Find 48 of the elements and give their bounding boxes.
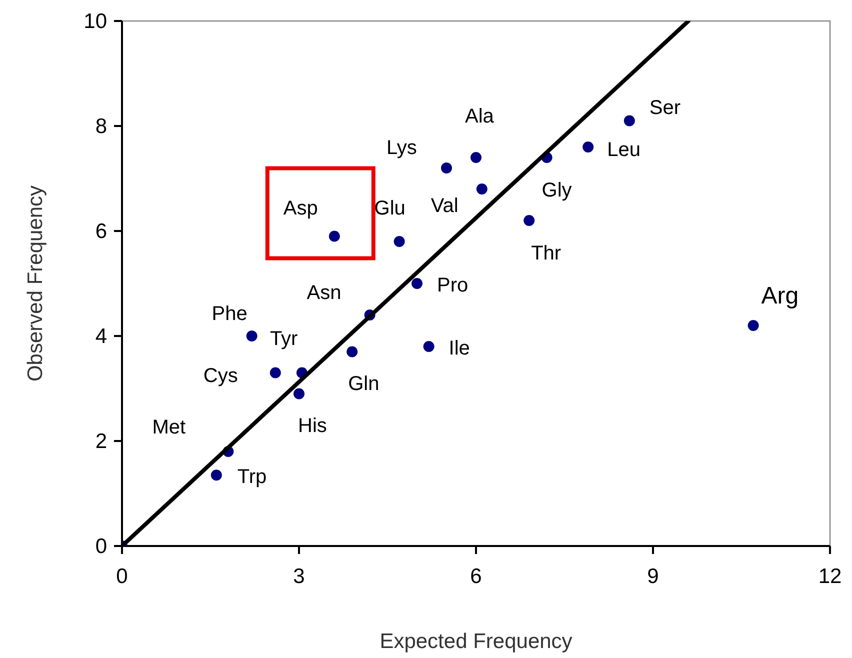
point <box>423 341 434 352</box>
annotation: Asp <box>283 197 318 220</box>
x-tick-label: 3 <box>293 565 305 588</box>
point <box>470 152 482 163</box>
annotation: Pro <box>437 274 468 296</box>
x-tick-label: 9 <box>647 565 659 588</box>
point <box>412 278 422 289</box>
point <box>441 162 452 174</box>
annotation: Cys <box>203 364 238 387</box>
x-tick-label: 0 <box>116 565 128 588</box>
annotation: His <box>298 414 327 437</box>
annotation: Ile <box>448 338 470 360</box>
point <box>394 236 405 247</box>
y-tick-label: 10 <box>84 10 107 33</box>
annotation: Leu <box>607 139 640 161</box>
point <box>270 367 281 378</box>
annotation: Lys <box>386 137 417 159</box>
y-tick-label: 0 <box>95 535 107 558</box>
x-tick-label: 6 <box>470 565 482 588</box>
point <box>246 330 258 342</box>
x-tick-label: 12 <box>818 565 842 588</box>
point <box>748 320 759 331</box>
point <box>346 346 358 358</box>
point <box>624 115 635 126</box>
annotation: Trp <box>237 466 267 488</box>
x-axis-title: Expected Frequency <box>380 630 573 653</box>
point <box>582 142 594 152</box>
point <box>476 184 488 194</box>
y-tick-label: 4 <box>95 325 108 348</box>
annotation: Gly <box>542 180 572 202</box>
y-tick-label: 6 <box>95 220 107 243</box>
annotation: Arg <box>761 282 799 310</box>
y-axis-title: Observed Frequency <box>24 184 47 382</box>
annotation: Asn <box>306 282 342 304</box>
annotation: Ser <box>649 96 681 119</box>
point <box>328 230 340 242</box>
annotation: Tyr <box>270 328 298 350</box>
annotation: Val <box>430 195 458 217</box>
annotation: Gln <box>348 372 380 395</box>
annotation: Phe <box>212 303 248 325</box>
point <box>210 470 222 481</box>
annotation: Ala <box>465 106 495 128</box>
y-tick-label: 2 <box>95 430 107 453</box>
annotation: Met <box>152 416 186 438</box>
point <box>294 388 304 400</box>
annotation: Thr <box>531 242 562 264</box>
point <box>524 215 535 226</box>
y-tick-label: 8 <box>95 115 107 138</box>
